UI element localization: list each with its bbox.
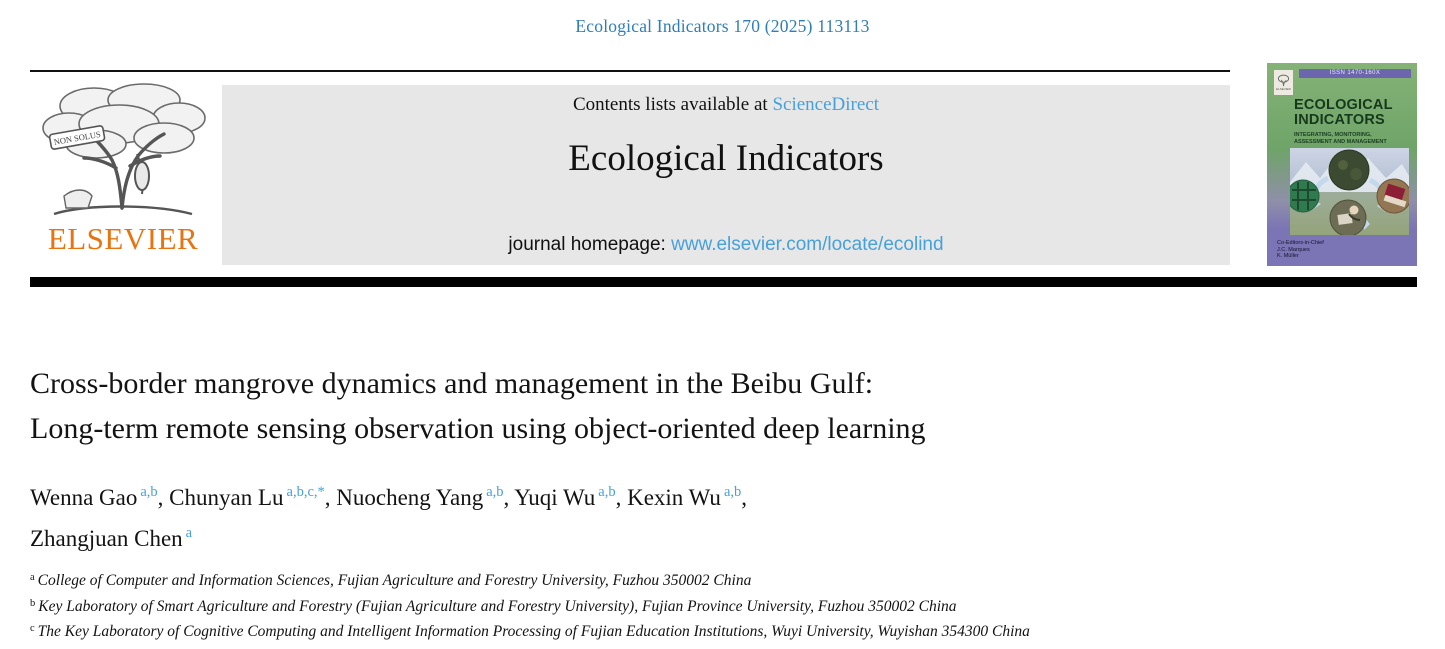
elsevier-logo: NON SOLUS ELSEVIER — [28, 76, 218, 266]
header-divider-bar — [30, 277, 1417, 287]
author-affiliation-sup[interactable]: a,b — [140, 484, 158, 500]
author-name: Kexin Wu — [627, 485, 721, 510]
author-affiliation-sup[interactable]: a,b — [598, 484, 616, 500]
author-affiliation-sup[interactable]: a,b — [486, 484, 504, 500]
author-name: Chunyan Lu — [169, 485, 284, 510]
affiliation-text: College of Computer and Information Scie… — [37, 572, 752, 589]
affiliation-item: a College of Computer and Information Sci… — [30, 569, 1410, 595]
affiliation-item: c The Key Laboratory of Cognitive Computi… — [30, 620, 1410, 646]
contents-line: Contents lists available at ScienceDirec… — [222, 94, 1230, 116]
homepage-line: journal homepage: www.elsevier.com/locat… — [222, 234, 1230, 256]
contents-prefix: Contents lists available at — [572, 94, 773, 115]
homepage-link[interactable]: www.elsevier.com/locate/ecolind — [671, 234, 944, 255]
article-title-line1: Cross-border mangrove dynamics and manag… — [30, 367, 874, 400]
author-affiliation-sup[interactable]: a — [185, 525, 193, 541]
cover-editors: Co-Editors-in-Chief J.C. Marques K. Müll… — [1277, 240, 1324, 259]
author-affiliation-sup[interactable]: a,b — [723, 484, 742, 500]
cover-photo-montage — [1286, 148, 1412, 237]
journal-citation-link[interactable]: Ecological Indicators 170 (2025) 113113 — [575, 16, 870, 36]
homepage-prefix: journal homepage: — [508, 234, 672, 255]
cover-logo-caption: ELSEVIER — [1276, 87, 1291, 91]
article-title-line2: Long-term remote sensing observation usi… — [30, 412, 926, 445]
elsevier-wordmark: ELSEVIER — [47, 221, 199, 256]
cover-subtitle: INTEGRATING, MONITORING, ASSESSMENT AND … — [1294, 132, 1387, 145]
header-top-rule — [30, 70, 1230, 72]
affiliation-sup: a — [30, 572, 35, 583]
article-title: Cross-border mangrove dynamics and manag… — [30, 361, 1210, 451]
affiliation-text: Key Laboratory of Smart Agriculture and … — [38, 597, 957, 615]
cover-elsevier-logo-icon: ELSEVIER — [1274, 70, 1293, 95]
affiliation-sup: b — [30, 597, 36, 609]
author-name: Yuqi Wu — [514, 485, 596, 510]
banner-journal-title: Ecological Indicators — [568, 138, 884, 179]
affiliations-list: a College of Computer and Information Sci… — [30, 569, 1410, 646]
author-affiliation-sup[interactable]: a,b,c,* — [286, 484, 325, 500]
affiliation-text: The Key Laboratory of Cognitive Computin… — [37, 623, 1030, 640]
cover-title: ECOLOGICAL INDICATORS — [1294, 97, 1393, 128]
author-name: Wenna Gao — [30, 485, 138, 510]
journal-cover-thumbnail[interactable]: ISSN 1470-160X ELSEVIER ECOLOGICAL INDIC… — [1267, 63, 1417, 266]
affiliation-sup: c — [30, 623, 35, 634]
author-name: Nuocheng Yang — [336, 485, 484, 510]
author-name: Zhangjuan Chen — [30, 526, 183, 551]
cover-issn-band: ISSN 1470-160X — [1299, 69, 1411, 78]
affiliation-item: b Key Laboratory of Smart Agriculture and… — [30, 595, 1410, 621]
elsevier-tree-icon: NON SOLUS — [34, 76, 212, 222]
authors-line: Wenna Gao a,b, Chunyan Lu a,b,c,*, Nuochen… — [30, 484, 747, 551]
journal-banner: Contents lists available at ScienceDirec… — [222, 85, 1230, 265]
sciencedirect-link[interactable]: ScienceDirect — [772, 94, 880, 115]
